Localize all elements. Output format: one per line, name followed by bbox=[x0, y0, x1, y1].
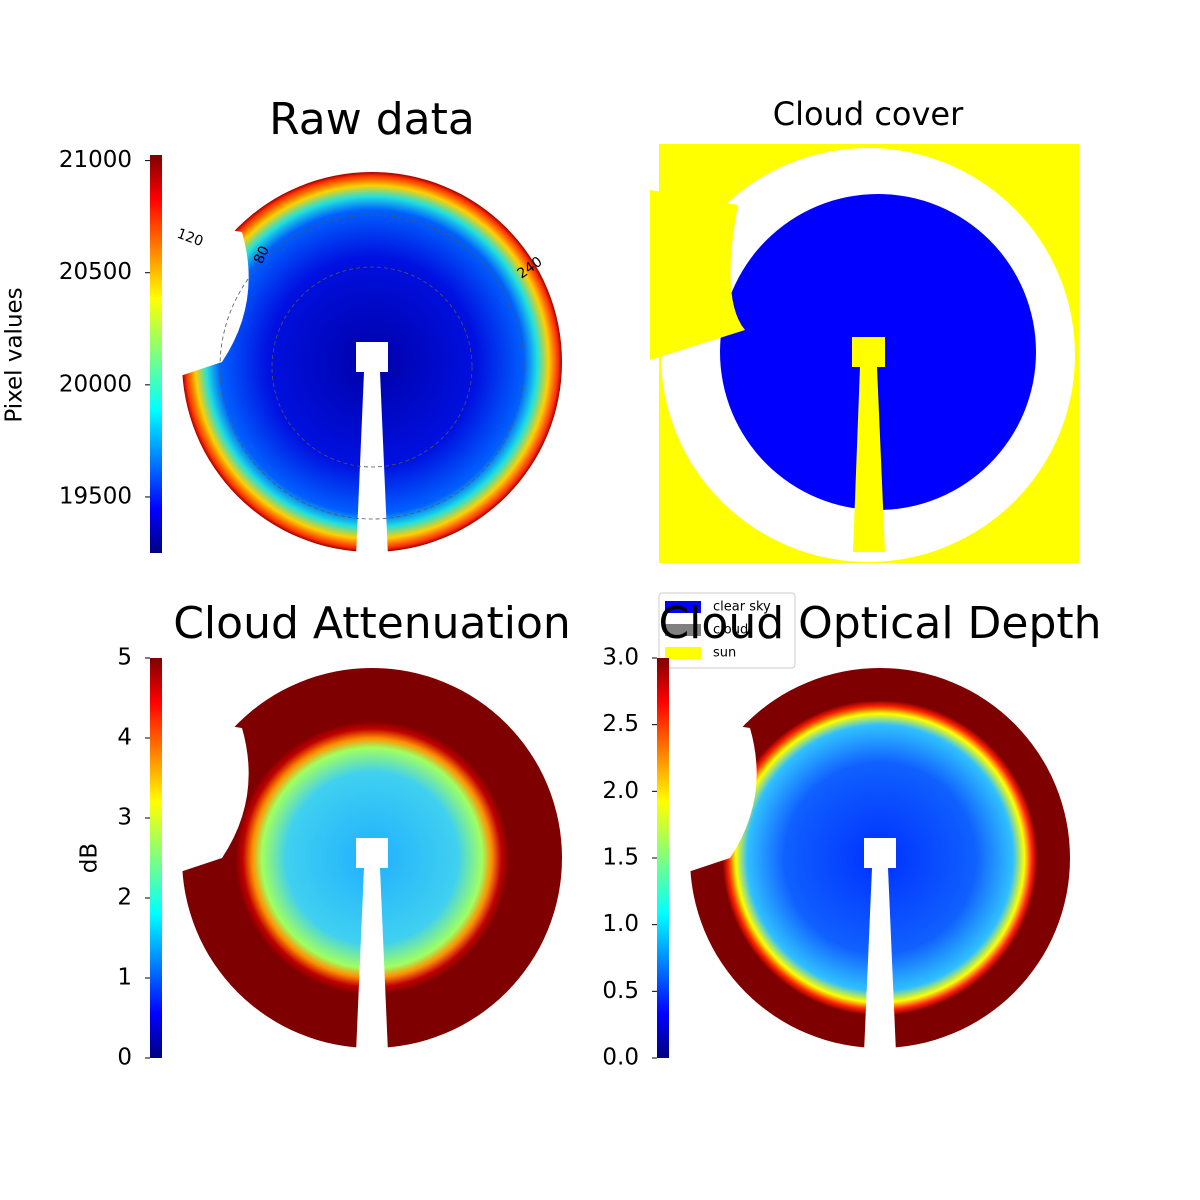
colorbar-label: dB bbox=[77, 843, 103, 873]
colorbar-tick-label: 21000 bbox=[59, 147, 132, 173]
colorbar-tick-label: 19500 bbox=[59, 483, 132, 509]
legend-swatch bbox=[665, 601, 701, 613]
panel-title: Cloud cover bbox=[773, 95, 964, 133]
occlusion bbox=[685, 718, 757, 873]
panel-title: Cloud Attenuation bbox=[173, 598, 571, 649]
legend-label: sun bbox=[713, 646, 736, 661]
mast bbox=[356, 838, 388, 1053]
colorbar-tick-label: 3 bbox=[117, 805, 132, 831]
occlusion bbox=[177, 222, 249, 377]
colorbar-tick-label: 3.0 bbox=[602, 645, 639, 671]
colorbar-tick-label: 1 bbox=[117, 965, 132, 991]
colorbar-label: Pixel values bbox=[2, 287, 28, 422]
colorbar-tick-label: 5 bbox=[117, 645, 132, 671]
colorbar-tick-label: 2 bbox=[117, 885, 132, 911]
mast bbox=[864, 838, 896, 1053]
legend-label: cloud bbox=[713, 623, 748, 638]
polar-ring bbox=[271, 266, 473, 468]
panel-title: Raw data bbox=[269, 94, 475, 145]
colorbar-tick-label: 0.5 bbox=[602, 978, 639, 1004]
mast bbox=[356, 342, 388, 557]
polar-ring bbox=[219, 214, 525, 520]
colorbar-tick-label: 20000 bbox=[59, 371, 132, 397]
sun-mast bbox=[852, 337, 885, 552]
occlusion bbox=[650, 190, 745, 360]
colorbar bbox=[657, 658, 669, 1058]
colorbar-tick-label: 1.0 bbox=[602, 911, 639, 937]
polar-label: 80 bbox=[251, 244, 273, 267]
colorbar-tick-label: 2.5 bbox=[602, 711, 639, 737]
colorbar-tick-label: 0 bbox=[117, 1045, 132, 1071]
colorbar-tick-label: 4 bbox=[117, 725, 132, 751]
panel-title: Cloud Optical Depth bbox=[658, 598, 1101, 649]
legend-label: clear sky bbox=[713, 600, 771, 615]
colorbar-tick-label: 1.5 bbox=[602, 845, 639, 871]
colorbar-tick-label: 20500 bbox=[59, 259, 132, 285]
legend-swatch bbox=[665, 624, 701, 636]
colorbar-tick-label: 2.0 bbox=[602, 778, 639, 804]
legend-swatch bbox=[665, 647, 701, 659]
occlusion bbox=[177, 718, 249, 873]
colorbar bbox=[150, 658, 162, 1058]
colorbar bbox=[150, 155, 162, 553]
colorbar-tick-label: 0.0 bbox=[602, 1045, 639, 1071]
